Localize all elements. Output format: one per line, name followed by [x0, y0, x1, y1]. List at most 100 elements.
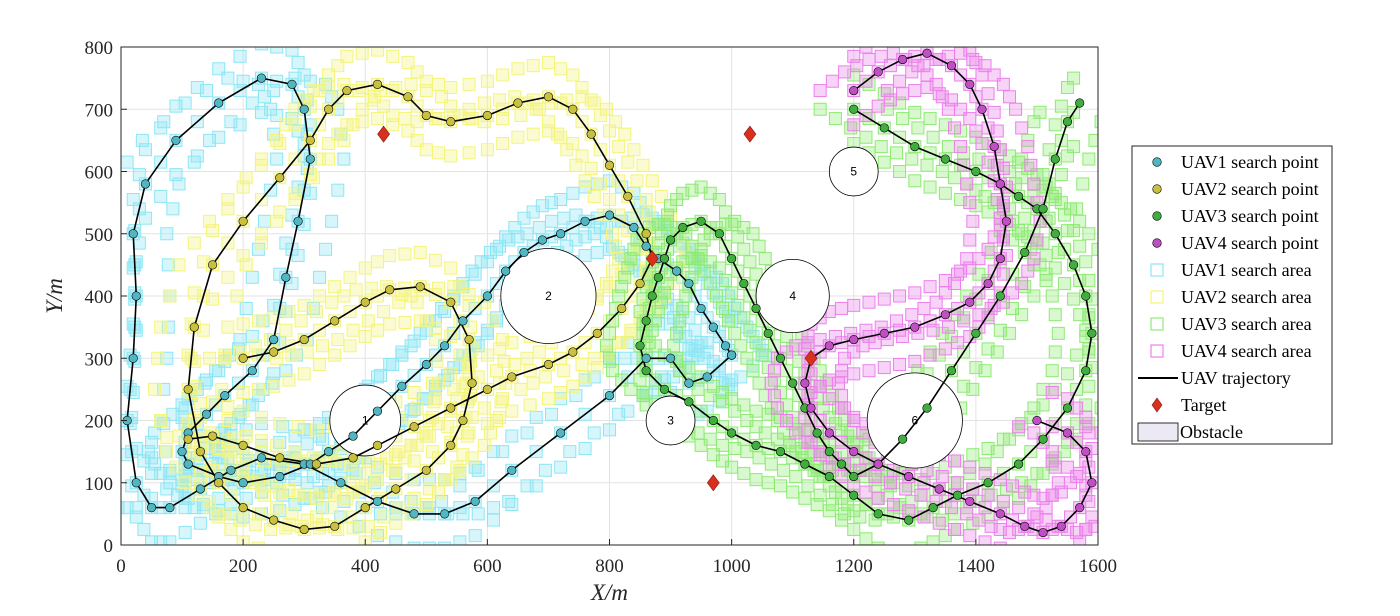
uav2-search-area-square [486, 314, 500, 328]
uav1-search-area-square [257, 214, 271, 228]
obstacle-circle [866, 372, 963, 469]
uav2-search-area-square [221, 270, 235, 284]
uav4-search-area-square [872, 32, 884, 44]
uav4-search-area-square [831, 376, 845, 390]
uav1-search-area-square [578, 442, 592, 456]
uav4-search-area-square [877, 292, 891, 306]
uav4-search-area-square [914, 488, 928, 502]
uav1-search-area-square [169, 168, 183, 182]
uav3-search-area-square [697, 264, 711, 278]
uav2-search-area-square [477, 438, 491, 452]
uav2-search-point [238, 216, 248, 226]
uav3-search-point [708, 415, 718, 426]
uav4-search-area-square [975, 68, 989, 82]
uav2-search-area-square [370, 255, 384, 269]
uav3-search-point [1081, 366, 1091, 376]
uav2-search-area-square [148, 382, 162, 396]
uav2-search-area-square [526, 127, 540, 141]
uav4-search-point [946, 61, 957, 71]
uav3-search-area-square [1036, 398, 1050, 412]
uav1-search-point [720, 341, 731, 351]
uav2-search-area-square [322, 80, 336, 94]
uav3-search-point [849, 471, 859, 482]
uav3-search-area-square [709, 289, 723, 303]
uav3-search-point [946, 366, 957, 376]
uav2-search-area-square [464, 320, 478, 334]
uav2-search-area-square [493, 342, 507, 356]
uav2-search-area-square [462, 426, 476, 440]
uav2-search-area-square [383, 249, 397, 263]
uav1-search-area-square [486, 513, 500, 527]
uav2-search-point [348, 453, 358, 463]
legend-label: UAV4 search point [1181, 233, 1319, 253]
uav1-search-point [226, 465, 236, 475]
uav1-search-point [641, 353, 651, 363]
uav4-search-area-square [921, 13, 933, 25]
uav4-search-area-square [935, 90, 949, 104]
uav1-search-area-square [145, 535, 159, 545]
uav4-search-area-square [893, 289, 907, 303]
uav2-search-area-square [312, 152, 326, 166]
uav3-search-area-square [822, 504, 836, 518]
target-marker [804, 349, 818, 367]
uav3-search-point [1014, 459, 1024, 469]
uav3-search-point [849, 104, 859, 114]
uav2-search-point [214, 478, 224, 488]
uav3-search-point [897, 434, 908, 444]
uav1-search-point [177, 447, 187, 457]
uav2-search-area-square [480, 348, 494, 362]
uav2-search-area-square [178, 476, 192, 490]
uav2-search-area-square [575, 357, 589, 371]
uav4-search-point [983, 278, 993, 289]
uav1-search-area-square [413, 326, 427, 340]
x-tick-label: 1400 [957, 556, 995, 577]
uav2-search-area-square [230, 289, 244, 303]
uav3-search-area-square [789, 470, 803, 484]
uav4-search-point [1087, 478, 1097, 488]
uav4-search-area-square [801, 423, 815, 437]
uav3-search-area-square [1113, 365, 1125, 377]
uav2-search-area-square [578, 174, 592, 188]
uav4-search-area-square [963, 460, 977, 474]
uav3-search-area-square [715, 301, 729, 315]
uav4-search-area-square [981, 87, 995, 101]
uav2-search-area-square [398, 112, 412, 126]
uav2-search-point [305, 135, 315, 145]
uav2-search-area-square [410, 115, 424, 129]
uav1-search-point [470, 496, 480, 507]
uav4-search-area-square [1079, 522, 1093, 536]
x-tick-label: 400 [351, 556, 380, 577]
uav3-search-area-square [938, 186, 952, 200]
uav2-search-area-square [370, 47, 384, 57]
uav1-search-area-square [212, 130, 226, 144]
uav4-search-point [873, 67, 883, 77]
uav4-search-area-square [1012, 420, 1026, 434]
legend-label: UAV4 search area [1181, 341, 1312, 361]
uav2-search-area-square [584, 161, 598, 175]
uav2-search-area-square [630, 174, 644, 188]
uav2-search-area-square [236, 404, 250, 418]
uav2-search-point [391, 484, 401, 494]
uav3-search-area-square [703, 277, 717, 291]
uav3-search-area-square [706, 448, 720, 462]
y-tick-label: 0 [104, 536, 114, 557]
uav1-search-area-square [456, 507, 470, 521]
uav4-search-area-square [862, 295, 876, 309]
uav2-search-area-square [593, 108, 607, 122]
uav4-search-area-square [1116, 461, 1128, 473]
uav1-search-point [727, 350, 737, 360]
uav2-search-point [617, 303, 627, 314]
uav3-search-area-square [1051, 245, 1065, 259]
uav2-search-area-square [251, 541, 265, 545]
uav1-search-area-square [505, 429, 519, 443]
uav4-search-area-square [884, 25, 896, 37]
uav4-search-area-square [996, 77, 1010, 91]
uav2-search-point [238, 503, 248, 513]
uav3-search-area-square [685, 239, 699, 253]
uav1-search-point [201, 409, 212, 419]
uav3-search-area-square [1082, 273, 1096, 287]
uav1-search-point [580, 216, 590, 226]
uav3-search-area-square [761, 476, 775, 490]
uav2-search-area-square [151, 351, 165, 365]
uav4-search-area-square [960, 507, 974, 521]
